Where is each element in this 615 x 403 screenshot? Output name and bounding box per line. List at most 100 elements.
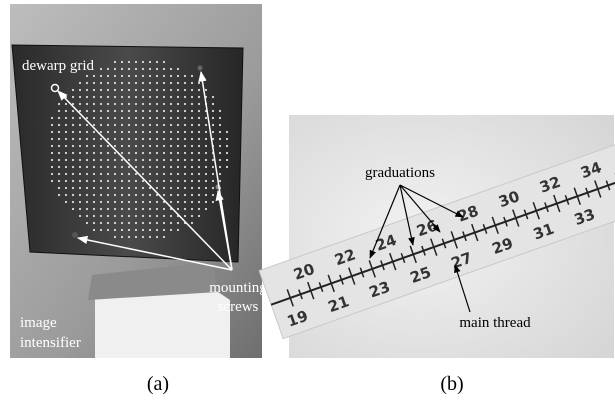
dot bbox=[184, 124, 186, 126]
dot bbox=[163, 222, 165, 224]
dot bbox=[142, 117, 144, 119]
dot bbox=[114, 89, 116, 91]
dot bbox=[121, 145, 123, 147]
dot bbox=[142, 229, 144, 231]
dot bbox=[93, 89, 95, 91]
dot bbox=[72, 152, 74, 154]
dot bbox=[163, 236, 165, 238]
dot bbox=[156, 236, 158, 238]
dot bbox=[135, 145, 137, 147]
dot bbox=[163, 152, 165, 154]
dot bbox=[72, 110, 74, 112]
dot bbox=[93, 215, 95, 217]
dot bbox=[142, 138, 144, 140]
dot bbox=[163, 173, 165, 175]
dot bbox=[65, 180, 67, 182]
dot bbox=[149, 152, 151, 154]
dot bbox=[114, 166, 116, 168]
dot bbox=[177, 159, 179, 161]
dot bbox=[93, 96, 95, 98]
dot bbox=[107, 145, 109, 147]
dot bbox=[121, 236, 123, 238]
dot bbox=[121, 103, 123, 105]
dot bbox=[79, 96, 81, 98]
dot bbox=[212, 173, 214, 175]
dot bbox=[128, 82, 130, 84]
dot bbox=[86, 138, 88, 140]
dot bbox=[184, 103, 186, 105]
dot bbox=[149, 138, 151, 140]
dot bbox=[128, 61, 130, 63]
dot bbox=[212, 201, 214, 203]
dot bbox=[135, 201, 137, 203]
dot bbox=[156, 103, 158, 105]
dot bbox=[51, 159, 53, 161]
dot bbox=[156, 89, 158, 91]
dot bbox=[128, 166, 130, 168]
dot bbox=[135, 117, 137, 119]
dot bbox=[184, 75, 186, 77]
dot bbox=[114, 229, 116, 231]
dot bbox=[79, 103, 81, 105]
dot bbox=[177, 82, 179, 84]
dot bbox=[65, 201, 67, 203]
dot bbox=[121, 82, 123, 84]
dot bbox=[128, 96, 130, 98]
dot bbox=[135, 131, 137, 133]
dot bbox=[177, 131, 179, 133]
dot bbox=[219, 117, 221, 119]
dot bbox=[198, 103, 200, 105]
dot bbox=[51, 152, 53, 154]
dot bbox=[135, 89, 137, 91]
dot bbox=[114, 180, 116, 182]
dot bbox=[170, 131, 172, 133]
dot bbox=[128, 215, 130, 217]
dot bbox=[58, 117, 60, 119]
dot bbox=[191, 138, 193, 140]
dot bbox=[107, 110, 109, 112]
dot bbox=[135, 208, 137, 210]
dot bbox=[58, 194, 60, 196]
dot bbox=[128, 89, 130, 91]
dot bbox=[121, 222, 123, 224]
dot bbox=[93, 152, 95, 154]
dot bbox=[114, 236, 116, 238]
dot bbox=[170, 124, 172, 126]
dot bbox=[121, 110, 123, 112]
dot bbox=[100, 229, 102, 231]
dot bbox=[51, 173, 53, 175]
dot bbox=[79, 124, 81, 126]
dot bbox=[184, 131, 186, 133]
dot bbox=[121, 201, 123, 203]
dot bbox=[219, 180, 221, 182]
dot bbox=[156, 222, 158, 224]
label: image bbox=[20, 315, 57, 331]
dot bbox=[191, 152, 193, 154]
dot bbox=[135, 152, 137, 154]
dot bbox=[184, 117, 186, 119]
dot bbox=[79, 187, 81, 189]
dot bbox=[107, 89, 109, 91]
dot bbox=[163, 208, 165, 210]
dot bbox=[128, 152, 130, 154]
dot bbox=[163, 75, 165, 77]
dot bbox=[156, 180, 158, 182]
dot bbox=[72, 166, 74, 168]
dot bbox=[79, 145, 81, 147]
dot bbox=[219, 159, 221, 161]
dot bbox=[142, 222, 144, 224]
dot bbox=[121, 131, 123, 133]
dot bbox=[121, 138, 123, 140]
label: main thread bbox=[459, 315, 531, 331]
dot bbox=[191, 117, 193, 119]
dot bbox=[142, 68, 144, 70]
dot bbox=[149, 75, 151, 77]
dot bbox=[191, 103, 193, 105]
dot bbox=[107, 229, 109, 231]
dot bbox=[163, 82, 165, 84]
dot bbox=[100, 117, 102, 119]
dot bbox=[226, 166, 228, 168]
dot bbox=[184, 145, 186, 147]
dot bbox=[79, 159, 81, 161]
dot bbox=[163, 131, 165, 133]
